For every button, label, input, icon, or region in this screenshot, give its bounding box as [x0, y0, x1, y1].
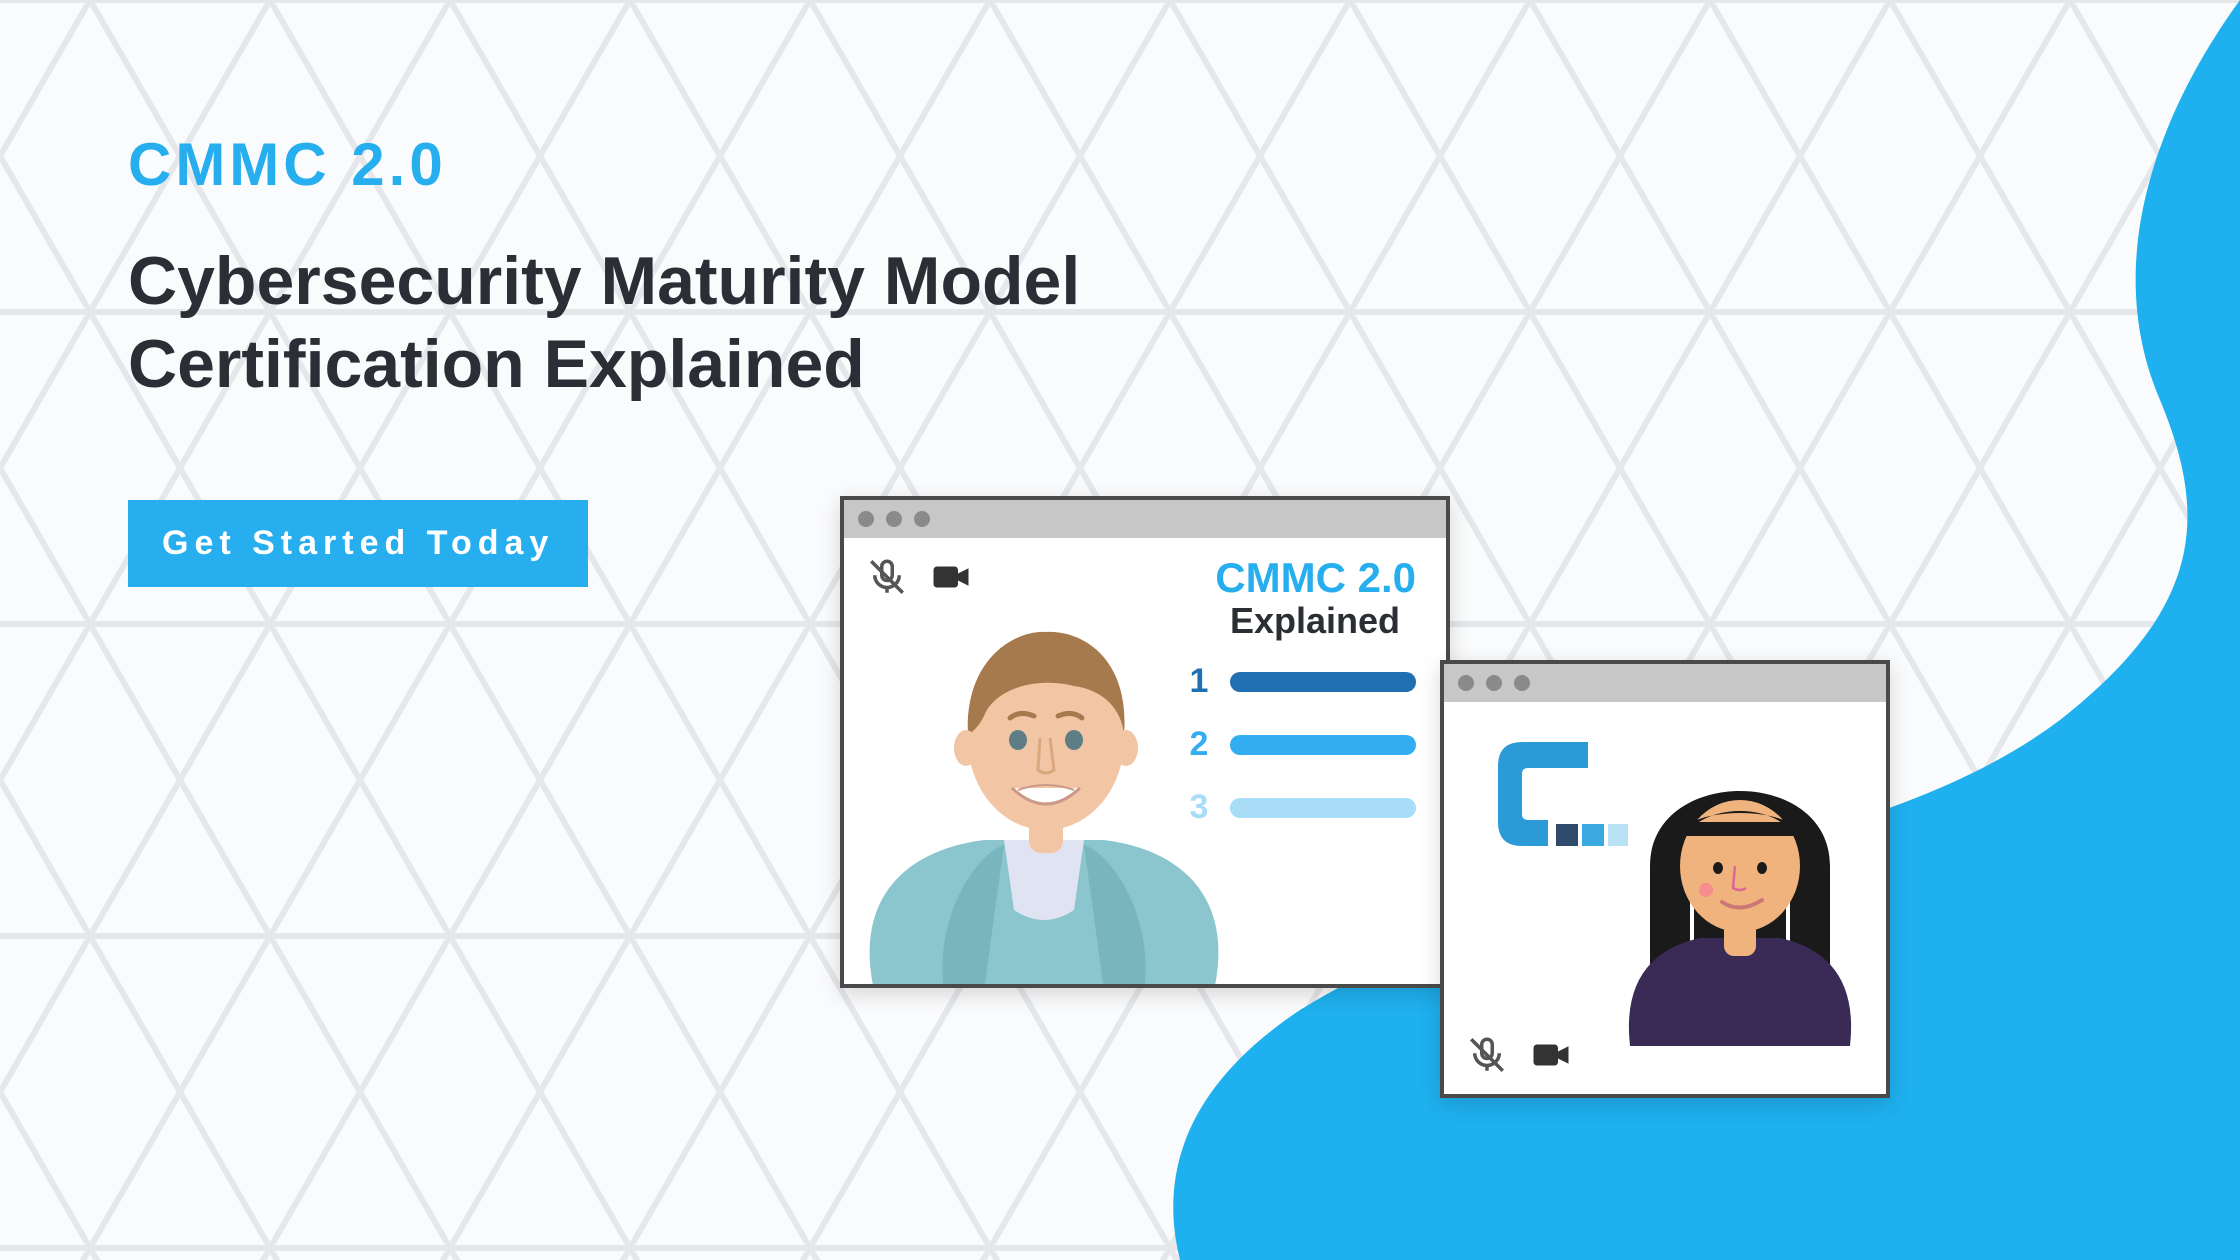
- window-dot: [914, 511, 930, 527]
- get-started-button[interactable]: Get Started Today: [128, 500, 588, 587]
- page-title: Cybersecurity Maturity Model Certificati…: [128, 240, 1080, 406]
- call-toolbar: [866, 556, 972, 598]
- participant-avatar: [1590, 706, 1890, 1046]
- window-titlebar: [844, 500, 1446, 538]
- mic-muted-icon[interactable]: [1466, 1034, 1508, 1076]
- window-dot: [1514, 675, 1530, 691]
- presenter-window: CMMC 2.0 Explained 1 2 3: [840, 496, 1450, 988]
- eyebrow-label: CMMC 2.0: [128, 130, 447, 199]
- bar-fill: [1230, 798, 1416, 818]
- page-title-line2: Certification Explained: [128, 326, 865, 402]
- page-title-line1: Cybersecurity Maturity Model: [128, 243, 1080, 319]
- window-titlebar: [1444, 664, 1886, 702]
- bar-fill: [1230, 735, 1416, 755]
- participant-window: [1440, 660, 1890, 1098]
- presenter-avatar: [840, 620, 1254, 988]
- window-dot: [1486, 675, 1502, 691]
- mic-muted-icon[interactable]: [866, 556, 908, 598]
- camera-icon[interactable]: [930, 556, 972, 598]
- call-toolbar: [1466, 1034, 1572, 1076]
- slide-title-accent: CMMC 2.0: [1215, 554, 1416, 602]
- bar-fill: [1230, 672, 1416, 692]
- window-dot: [1458, 675, 1474, 691]
- window-dot: [858, 511, 874, 527]
- slide-title-sub: Explained: [1230, 600, 1400, 642]
- window-dot: [886, 511, 902, 527]
- camera-icon[interactable]: [1530, 1034, 1572, 1076]
